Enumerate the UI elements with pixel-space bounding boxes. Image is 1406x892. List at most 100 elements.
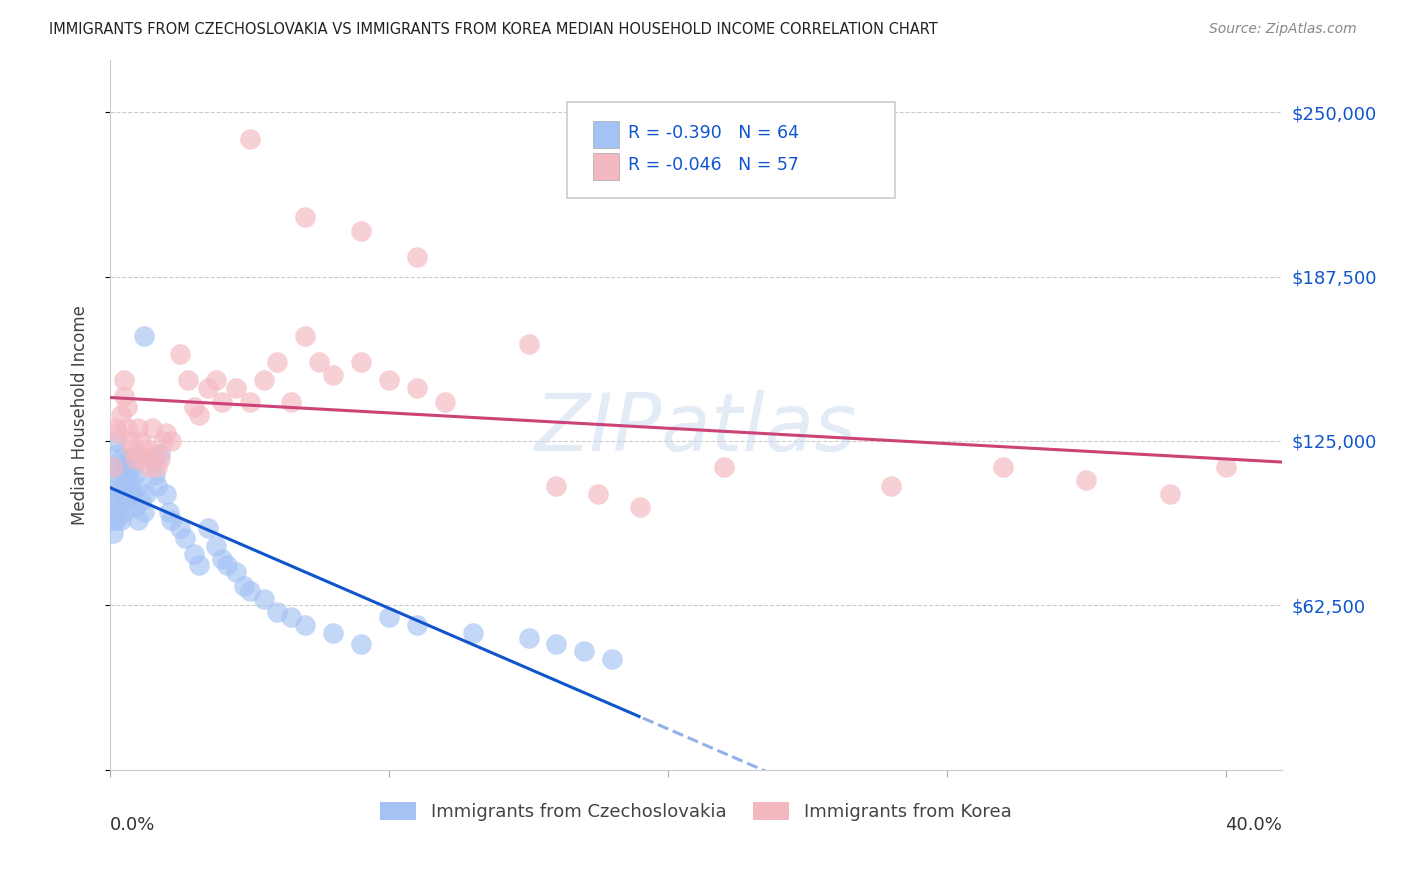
- Point: [118, 434, 141, 448]
- Point: [124, 468, 146, 483]
- Point: [110, 478, 132, 492]
- Point: [112, 389, 135, 403]
- Point: [406, 381, 429, 395]
- Point: [160, 513, 183, 527]
- Text: IMMIGRANTS FROM CZECHOSLOVAKIA VS IMMIGRANTS FROM KOREA MEDIAN HOUSEHOLD INCOME : IMMIGRANTS FROM CZECHOSLOVAKIA VS IMMIGR…: [49, 22, 938, 37]
- Point: [225, 566, 247, 580]
- Point: [149, 447, 172, 461]
- Point: [127, 447, 149, 461]
- Point: [118, 478, 141, 492]
- Point: [1076, 474, 1098, 488]
- Point: [294, 328, 316, 343]
- Point: [183, 547, 205, 561]
- Y-axis label: Median Household Income: Median Household Income: [72, 305, 89, 524]
- Point: [174, 531, 197, 545]
- Point: [588, 486, 610, 500]
- Point: [143, 468, 166, 483]
- Point: [197, 521, 219, 535]
- Point: [115, 468, 138, 483]
- Point: [121, 460, 143, 475]
- Point: [127, 478, 149, 492]
- Point: [127, 421, 149, 435]
- Point: [112, 374, 135, 388]
- Point: [152, 434, 174, 448]
- Point: [266, 605, 288, 619]
- Point: [1215, 460, 1237, 475]
- Point: [110, 452, 132, 467]
- Point: [101, 513, 124, 527]
- Point: [121, 486, 143, 500]
- Point: [197, 381, 219, 395]
- Point: [406, 618, 429, 632]
- Point: [160, 434, 183, 448]
- Point: [574, 644, 596, 658]
- Point: [107, 468, 129, 483]
- Point: [280, 610, 302, 624]
- Point: [118, 452, 141, 467]
- Point: [600, 652, 623, 666]
- Point: [205, 374, 228, 388]
- Point: [378, 610, 401, 624]
- Point: [991, 460, 1014, 475]
- Point: [294, 211, 316, 225]
- Point: [146, 460, 169, 475]
- Point: [280, 394, 302, 409]
- Point: [104, 460, 127, 475]
- Point: [205, 539, 228, 553]
- Point: [433, 394, 456, 409]
- Text: 0.0%: 0.0%: [110, 816, 156, 834]
- Point: [141, 421, 163, 435]
- Point: [225, 381, 247, 395]
- Point: [378, 374, 401, 388]
- Point: [132, 505, 155, 519]
- Point: [104, 478, 127, 492]
- Point: [132, 328, 155, 343]
- Point: [169, 347, 191, 361]
- Point: [129, 434, 152, 448]
- Point: [135, 486, 157, 500]
- Point: [110, 513, 132, 527]
- Point: [107, 505, 129, 519]
- Point: [177, 374, 200, 388]
- Point: [211, 394, 233, 409]
- Point: [143, 447, 166, 461]
- Text: R = -0.046   N = 57: R = -0.046 N = 57: [628, 156, 799, 174]
- Point: [628, 500, 651, 514]
- Point: [101, 526, 124, 541]
- Point: [252, 374, 274, 388]
- Point: [155, 486, 177, 500]
- Point: [104, 500, 127, 514]
- Point: [112, 505, 135, 519]
- Point: [322, 626, 344, 640]
- Point: [101, 460, 124, 475]
- Point: [107, 426, 129, 441]
- Point: [155, 426, 177, 441]
- Legend: Immigrants from Czechoslovakia, Immigrants from Korea: Immigrants from Czechoslovakia, Immigran…: [373, 795, 1019, 828]
- Point: [112, 460, 135, 475]
- Point: [322, 368, 344, 383]
- Point: [252, 591, 274, 606]
- Point: [266, 355, 288, 369]
- Point: [135, 442, 157, 456]
- Point: [169, 521, 191, 535]
- Point: [112, 486, 135, 500]
- Point: [115, 400, 138, 414]
- Point: [104, 421, 127, 435]
- Point: [124, 452, 146, 467]
- Point: [713, 460, 735, 475]
- Point: [129, 494, 152, 508]
- Point: [1159, 486, 1181, 500]
- Point: [127, 513, 149, 527]
- Point: [294, 618, 316, 632]
- Point: [211, 552, 233, 566]
- Point: [188, 558, 211, 572]
- Point: [107, 447, 129, 461]
- Point: [461, 626, 484, 640]
- Point: [183, 400, 205, 414]
- Point: [517, 336, 540, 351]
- Point: [110, 408, 132, 422]
- Point: [115, 421, 138, 435]
- Point: [880, 478, 903, 492]
- Point: [149, 452, 172, 467]
- FancyBboxPatch shape: [567, 103, 896, 198]
